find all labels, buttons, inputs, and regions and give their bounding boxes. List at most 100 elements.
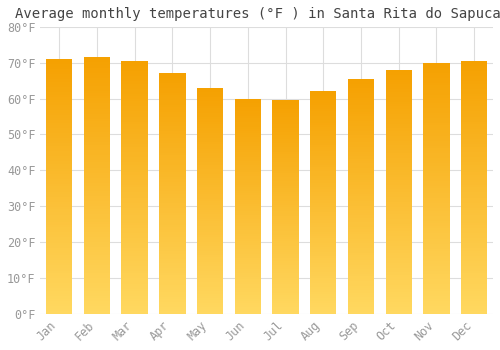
Bar [461, 223, 487, 225]
Bar [461, 180, 487, 182]
Bar [272, 134, 299, 136]
Bar [122, 228, 148, 230]
Bar [159, 143, 186, 146]
Bar [46, 166, 72, 169]
Bar [310, 267, 336, 270]
Bar [310, 185, 336, 187]
Bar [461, 301, 487, 304]
Bar [272, 308, 299, 310]
Bar [84, 211, 110, 214]
Bar [122, 296, 148, 299]
Bar [46, 82, 72, 85]
Bar [197, 122, 224, 124]
Bar [348, 93, 374, 95]
Bar [46, 92, 72, 95]
Bar [122, 142, 148, 144]
Bar [348, 100, 374, 102]
Bar [84, 145, 110, 147]
Bar [386, 285, 412, 287]
Bar [386, 111, 412, 114]
Bar [122, 190, 148, 192]
Bar [159, 182, 186, 184]
Bar [197, 260, 224, 262]
Bar [122, 170, 148, 172]
Bar [424, 133, 450, 135]
Bar [424, 286, 450, 289]
Bar [234, 202, 261, 204]
Bar [84, 258, 110, 260]
Bar [197, 235, 224, 237]
Bar [461, 177, 487, 180]
Bar [234, 127, 261, 129]
Bar [272, 188, 299, 190]
Bar [272, 103, 299, 105]
Bar [310, 122, 336, 125]
Bar [234, 299, 261, 301]
Bar [159, 194, 186, 196]
Bar [122, 81, 148, 84]
Bar [234, 284, 261, 286]
Bar [424, 259, 450, 261]
Bar [310, 260, 336, 263]
Bar [310, 270, 336, 272]
Bar [310, 245, 336, 247]
Bar [122, 213, 148, 215]
Bar [348, 194, 374, 196]
Bar [234, 275, 261, 277]
Bar [159, 162, 186, 165]
Bar [310, 243, 336, 245]
Bar [348, 107, 374, 110]
Bar [159, 273, 186, 275]
Bar [424, 306, 450, 309]
Bar [234, 200, 261, 202]
Bar [424, 299, 450, 301]
Bar [197, 128, 224, 131]
Bar [461, 190, 487, 192]
Bar [46, 120, 72, 123]
Bar [234, 155, 261, 157]
Bar [197, 190, 224, 192]
Bar [424, 143, 450, 146]
Bar [84, 193, 110, 196]
Bar [272, 216, 299, 218]
Bar [197, 181, 224, 183]
Bar [159, 184, 186, 187]
Bar [348, 84, 374, 86]
Bar [84, 283, 110, 286]
Bar [122, 284, 148, 286]
Bar [159, 285, 186, 287]
Bar [272, 220, 299, 222]
Bar [234, 288, 261, 290]
Bar [46, 69, 72, 72]
Bar [424, 166, 450, 168]
Bar [386, 192, 412, 194]
Bar [122, 177, 148, 180]
Bar [234, 273, 261, 275]
Bar [461, 276, 487, 279]
Bar [122, 84, 148, 86]
Bar [159, 251, 186, 254]
Bar [386, 238, 412, 241]
Bar [46, 169, 72, 171]
Bar [46, 268, 72, 271]
Bar [424, 113, 450, 116]
Bar [424, 68, 450, 70]
Bar [46, 215, 72, 217]
Bar [197, 194, 224, 196]
Bar [348, 117, 374, 119]
Bar [348, 265, 374, 267]
Bar [310, 285, 336, 287]
Bar [46, 64, 72, 67]
Bar [234, 163, 261, 165]
Bar [310, 187, 336, 189]
Bar [386, 153, 412, 155]
Bar [424, 274, 450, 276]
Bar [197, 106, 224, 108]
Bar [348, 105, 374, 107]
Bar [122, 230, 148, 233]
Bar [197, 142, 224, 144]
Bar [84, 106, 110, 108]
Bar [46, 59, 72, 62]
Bar [348, 135, 374, 138]
Bar [84, 311, 110, 314]
